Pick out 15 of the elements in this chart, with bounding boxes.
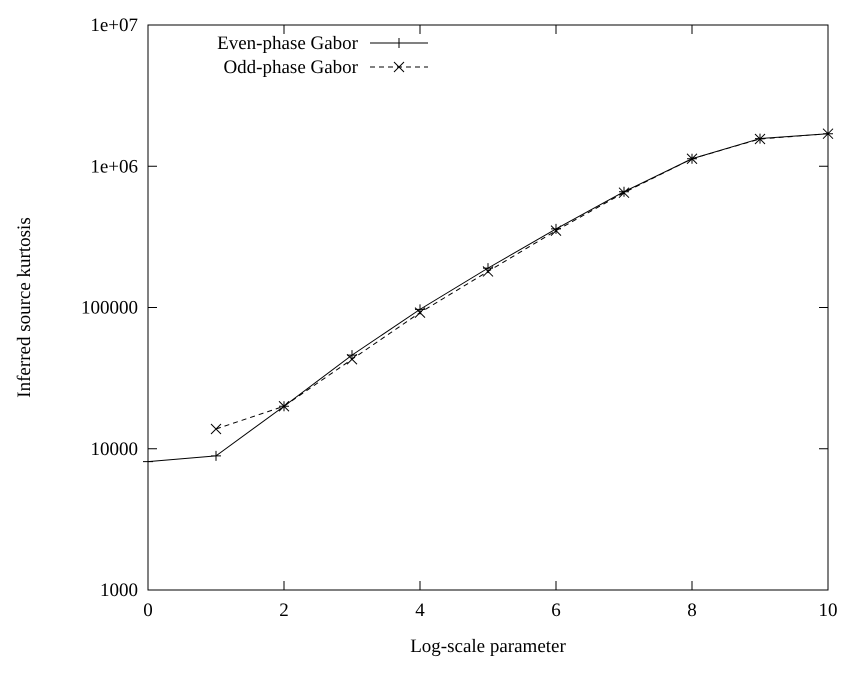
- legend-label: Odd-phase Gabor: [223, 57, 359, 78]
- x-axis-title: Log-scale parameter: [410, 636, 566, 657]
- y-tick-label: 100000: [81, 298, 138, 318]
- x-tick-label: 4: [415, 600, 426, 621]
- x-tick-label: 0: [143, 600, 153, 621]
- y-axis-title: Inferred source kurtosis: [14, 217, 35, 398]
- y-tick-label: 1e+07: [90, 15, 138, 36]
- x-tick-label: 2: [279, 600, 289, 621]
- x-tick-label: 6: [551, 600, 561, 621]
- x-tick-label: 10: [818, 600, 838, 621]
- x-tick-label: 8: [687, 600, 697, 621]
- legend-label: Even-phase Gabor: [217, 33, 359, 54]
- y-tick-label: 1e+06: [90, 156, 138, 178]
- y-tick-label: 10000: [90, 438, 138, 460]
- y-tick-label: 1000: [100, 580, 138, 601]
